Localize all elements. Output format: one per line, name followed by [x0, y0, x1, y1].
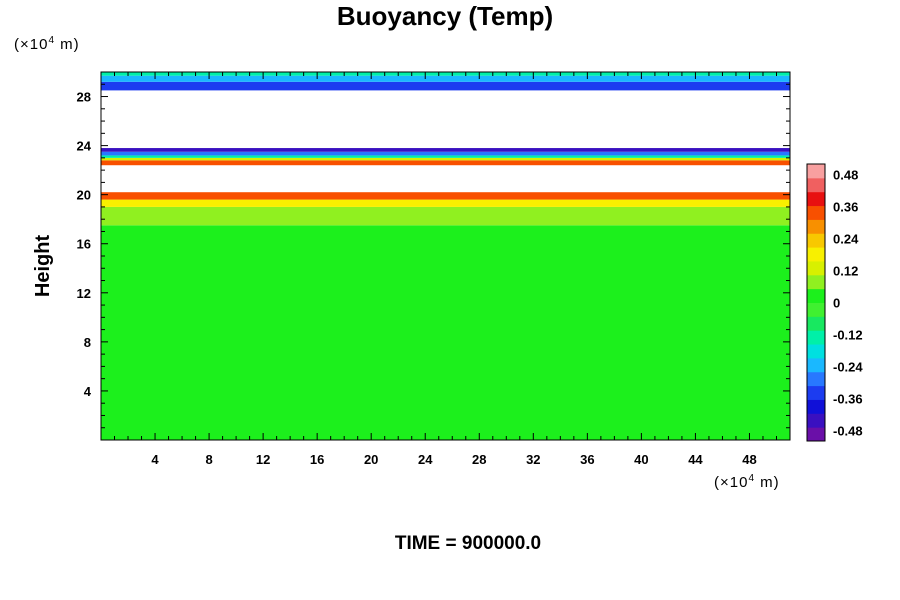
colorbar: 0.48 0.36 0.24 0.12 0 -0.12 -0.24 -0.36 -0.48	[806, 163, 863, 442]
x-unit-label: (×104 m)	[714, 473, 780, 491]
buoyancy-layer-10	[101, 75, 790, 82]
y-tick-label: 24	[77, 139, 92, 154]
x-tick-label: 20	[364, 452, 378, 467]
x-tick-label: 28	[472, 452, 486, 467]
colorbar-tick-label: 0.12	[833, 264, 858, 279]
y-tick-label: 28	[77, 90, 91, 105]
y-tick-label: 4	[84, 384, 92, 399]
colorbar-tick-label: -0.36	[833, 391, 863, 406]
buoyancy-layer-6	[101, 155, 790, 158]
buoyancy-layer-0	[101, 225, 790, 440]
colorbar-swatch	[807, 371, 825, 387]
x-tick-label: 8	[205, 452, 212, 467]
colorbar-swatch	[807, 233, 825, 248]
colorbar-tick-label: -0.24	[833, 359, 863, 374]
colorbar-swatch	[807, 177, 825, 193]
colorbar-tick-label: -0.12	[833, 327, 863, 342]
colorbar-swatch	[807, 219, 825, 234]
colorbar-frame	[806, 163, 826, 442]
x-tick-label: 24	[418, 452, 433, 467]
colorbar-swatch	[807, 330, 825, 345]
time-label: TIME = 900000.0	[395, 533, 541, 554]
colorbar-swatch	[807, 344, 825, 359]
colorbar-swatch	[807, 164, 825, 179]
y-tick-label: 8	[84, 335, 91, 350]
colorbar-swatch	[807, 302, 825, 317]
colorbar-swatch	[807, 357, 825, 373]
buoyancy-layer-1	[101, 206, 790, 226]
x-tick-label: 48	[742, 452, 756, 467]
y-tick-label: 12	[77, 286, 91, 301]
buoyancy-layer-9	[101, 81, 790, 91]
buoyancy-layer-2	[101, 199, 790, 207]
colorbar-swatch	[807, 260, 825, 276]
y-unit-label: (×104 m)	[14, 35, 80, 53]
x-tick-label: 4	[151, 452, 159, 467]
colorbar-swatch	[807, 247, 825, 262]
colorbar-swatch	[807, 191, 825, 207]
colorbar-swatch	[807, 274, 825, 290]
x-tick-label: 12	[256, 452, 270, 467]
buoyancy-layer-5	[101, 157, 790, 161]
buoyancy-layer-4	[101, 160, 790, 166]
x-tick-label: 36	[580, 452, 594, 467]
colorbar-swatch	[807, 316, 825, 331]
y-axis-label: Height	[32, 235, 54, 298]
plot-area	[101, 72, 790, 440]
colorbar-swatch	[807, 385, 825, 400]
buoyancy-layer-11	[101, 72, 790, 76]
x-tick-label: 32	[526, 452, 540, 467]
colorbar-swatch	[807, 205, 825, 220]
colorbar-tick-label: 0.36	[833, 200, 858, 215]
colorbar-tick-label: 0	[833, 296, 840, 311]
colorbar-swatch	[807, 399, 825, 414]
buoyancy-layer-3	[101, 192, 790, 200]
colorbar-tick-label: 0.24	[833, 232, 859, 247]
colorbar-tick-label: 0.48	[833, 168, 858, 183]
colorbar-swatch	[807, 288, 825, 303]
y-tick-label: 16	[77, 237, 91, 252]
chart-title: Buoyancy (Temp)	[337, 1, 553, 31]
x-tick-label: 40	[634, 452, 648, 467]
buoyancy-layer-8	[101, 148, 790, 152]
x-tick-label: 44	[688, 452, 703, 467]
colorbar-swatch	[807, 413, 825, 428]
y-tick-label: 20	[77, 188, 91, 203]
colorbar-tick-label: -0.48	[833, 423, 863, 438]
x-tick-label: 16	[310, 452, 324, 467]
buoyancy-layer-7	[101, 151, 790, 156]
colorbar-swatch	[807, 427, 825, 442]
